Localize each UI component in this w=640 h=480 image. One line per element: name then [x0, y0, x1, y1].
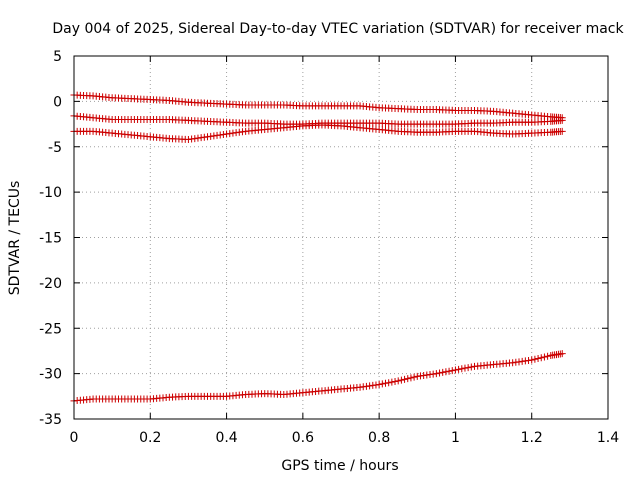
data-point-interp: [534, 355, 542, 362]
y-tick-label: 0: [53, 94, 62, 110]
y-tick-label: -25: [39, 321, 62, 337]
data-point-interp: [410, 373, 418, 381]
chart-title: Day 004 of 2025, Sidereal Day-to-day VTE…: [52, 21, 624, 37]
data-point-interp: [442, 368, 450, 376]
data-point: [394, 377, 402, 385]
y-tick-label: -35: [39, 412, 62, 428]
series-sat-a: [70, 91, 566, 122]
data-point-interp: [378, 380, 386, 388]
x-tick-label: 0.6: [292, 430, 314, 446]
data-point-interp: [404, 375, 412, 383]
x-tick-label: 0.4: [215, 430, 237, 446]
data-point-interp: [464, 364, 472, 372]
y-tick-label: -5: [48, 140, 62, 156]
y-tick-label: 5: [53, 49, 62, 65]
data-point-interp: [397, 376, 405, 384]
data-point: [375, 381, 383, 389]
data-point-interp: [455, 365, 463, 373]
x-tick-label: 0.2: [139, 430, 161, 446]
plot-frame: [73, 55, 609, 420]
y-tick-label: -15: [39, 231, 62, 247]
series-sat-c: [70, 121, 566, 143]
data-point-interp: [467, 363, 475, 371]
data-point-interp: [401, 375, 409, 383]
tick-labels: 0 0.2 0.4 0.6 0.8 1 1.2 1.4 5 0 -5 -10 -15 -20 -25 -30 -…: [39, 49, 619, 446]
data-point: [432, 370, 440, 378]
data-point: [558, 127, 566, 135]
data-point-interp: [544, 352, 552, 360]
data-point: [451, 366, 459, 374]
x-tick-label: 1.4: [597, 430, 619, 446]
data-point-interp: [461, 364, 469, 372]
y-tick-label: -10: [39, 185, 62, 201]
x-tick-label: 1: [451, 430, 460, 446]
series-sat-d: [70, 350, 566, 405]
data-point-interp: [531, 355, 539, 363]
x-tick-label: 1.2: [521, 430, 543, 446]
data-point-interp: [445, 367, 453, 375]
data-point: [528, 356, 536, 364]
x-axis-title: GPS time / hours: [281, 458, 398, 474]
data-point-interp: [391, 377, 399, 385]
y-tick-label: -30: [39, 367, 62, 383]
data-point-interp: [448, 367, 456, 375]
y-axis-title: SDTVAR / TECUs: [7, 181, 23, 296]
y-tick-label: -20: [39, 276, 62, 292]
data-point-interp: [537, 354, 545, 362]
data-point-interp: [388, 378, 396, 386]
data-point: [558, 116, 566, 124]
data-point-interp: [436, 369, 444, 377]
data-point-interp: [458, 365, 466, 373]
data-point-interp: [540, 353, 548, 361]
data-point-interp: [385, 379, 393, 387]
x-tick-label: 0: [70, 430, 79, 446]
plot-area: [70, 91, 566, 405]
data-point-interp: [407, 374, 415, 382]
x-tick-label: 0.8: [368, 430, 390, 446]
data-point-interp: [382, 379, 389, 387]
data-point: [558, 350, 566, 358]
data-point-interp: [439, 368, 447, 376]
